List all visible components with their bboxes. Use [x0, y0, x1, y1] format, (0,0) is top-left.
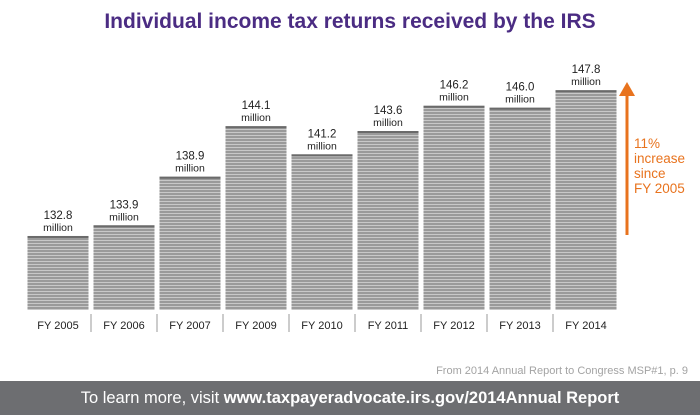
bar-top-edge: [423, 105, 485, 108]
footer-url-link[interactable]: www.taxpayeradvocate.irs.gov/2014Annual …: [223, 389, 620, 407]
bar-value-label: 146.0: [506, 82, 535, 94]
x-tick-label: FY 2009: [235, 320, 276, 332]
annotation-line: 11%: [634, 136, 661, 151]
annotation-line: increase: [634, 151, 686, 166]
bar-unit-label: million: [571, 76, 601, 88]
bar-unit-label: million: [439, 92, 469, 104]
bar: [423, 105, 485, 311]
bar-unit-label: million: [175, 163, 205, 175]
footer-prefix: To learn more, visit: [80, 389, 224, 407]
bar-unit-label: million: [307, 140, 337, 152]
x-axis: FY 2005 FY 2006 FY 2007 FY 2009 FY 2010 FY 20…: [37, 314, 607, 332]
bar: [555, 90, 617, 311]
bar-chart: 132.8million133.9million138.9million144.…: [27, 64, 635, 332]
bar-top-edge: [357, 131, 419, 134]
bar-top-edge: [489, 107, 551, 110]
source-note: From 2014 Annual Report to Congress MSP#…: [436, 365, 688, 377]
bar: [489, 107, 551, 311]
x-tick-label: FY 2006: [103, 320, 144, 332]
value-labels-layer: 132.8million133.9million138.9million144.…: [43, 64, 601, 234]
x-tick-label: FY 2011: [368, 320, 409, 332]
bars-layer: [27, 90, 617, 311]
bar-top-edge: [225, 126, 287, 129]
bar: [27, 235, 89, 310]
bar-top-edge: [159, 176, 221, 179]
bar: [93, 225, 155, 310]
bar-top-edge: [555, 90, 617, 93]
x-tick-label: FY 2014: [565, 320, 606, 332]
x-tick-label: FY 2010: [301, 320, 342, 332]
annotation-line: since: [634, 166, 666, 181]
x-tick-label: FY 2005: [37, 320, 78, 332]
x-tick-label: FY 2012: [433, 320, 474, 332]
annotation-line: FY 2005: [634, 181, 685, 196]
x-tick-label: FY 2013: [499, 320, 540, 332]
bar: [159, 176, 221, 310]
bar-value-label: 141.2: [308, 128, 337, 140]
bar-value-label: 144.1: [242, 100, 271, 112]
chart-title: Individual income tax returns received b…: [104, 10, 596, 33]
bar: [225, 126, 287, 310]
bar-unit-label: million: [43, 222, 73, 234]
bar-value-label: 146.2: [440, 80, 469, 92]
bar-top-edge: [27, 235, 89, 238]
bar-value-label: 147.8: [572, 64, 601, 76]
bar-unit-label: million: [109, 211, 139, 223]
bar-value-label: 132.8: [44, 210, 73, 222]
increase-arrow: [619, 82, 635, 235]
bar: [357, 131, 419, 310]
increase-annotation: 11% increase since FY 2005: [634, 136, 700, 196]
bar-value-label: 143.6: [374, 105, 403, 117]
bar-top-edge: [93, 225, 155, 228]
x-tick-label: FY 2007: [169, 320, 210, 332]
bar-unit-label: million: [373, 117, 403, 129]
bar-unit-label: million: [505, 94, 535, 106]
bar-value-label: 138.9: [176, 151, 205, 163]
bar: [291, 154, 353, 310]
bar-value-label: 133.9: [110, 199, 139, 211]
bar-top-edge: [291, 154, 353, 157]
footer-banner: To learn more, visit www.taxpayeradvocat…: [0, 381, 700, 415]
bar-unit-label: million: [241, 112, 271, 124]
